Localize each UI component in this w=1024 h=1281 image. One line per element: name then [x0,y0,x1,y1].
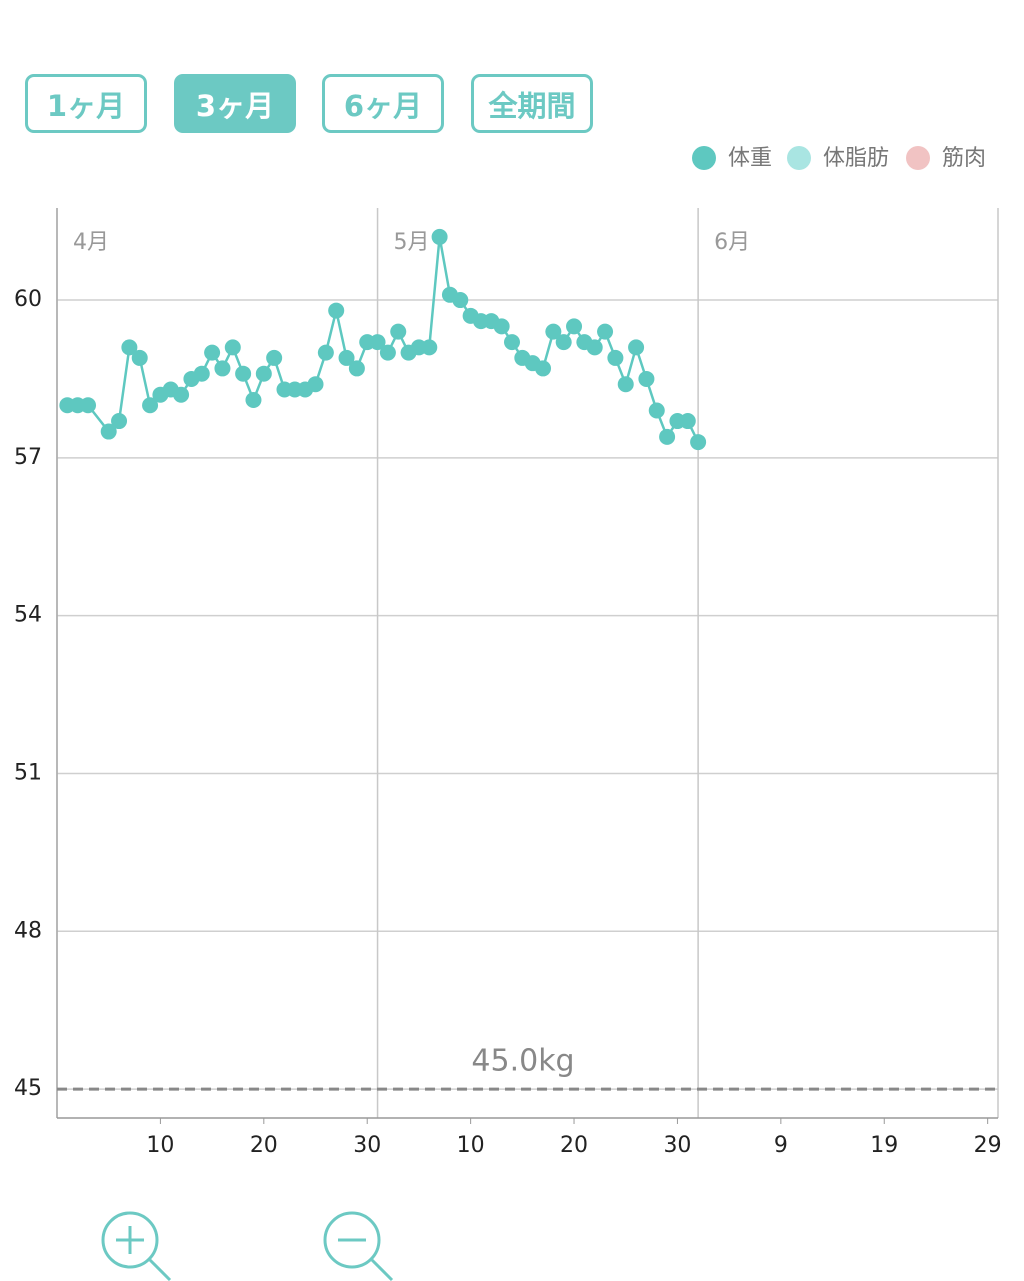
y-tick-label: 45 [14,1076,42,1101]
x-tick-label: 30 [353,1133,381,1158]
month-label: 5月 [394,230,430,255]
y-tick-label: 48 [14,918,42,943]
data-point [214,360,231,377]
x-tick-label: 19 [870,1133,898,1158]
data-point [266,349,283,366]
zoom-in[interactable] [101,1211,172,1281]
data-point [307,376,324,393]
data-point [555,334,572,351]
legend-swatch [906,146,930,170]
data-point [80,397,97,414]
zoom-out[interactable] [323,1211,394,1281]
zoom-out-lens[interactable] [323,1211,381,1269]
data-point [421,339,438,356]
zoom-in-lens[interactable] [101,1211,159,1269]
period-button[interactable]: 全期間 [471,74,593,133]
data-point [638,370,655,387]
data-point [173,386,190,403]
data-point [100,423,117,440]
data-point [535,360,552,377]
data-point [224,339,241,356]
data-point [659,428,676,445]
data-point [379,344,396,361]
data-point [204,344,221,361]
data-point [369,334,386,351]
period-button[interactable]: 6ヶ月 [322,74,444,133]
legend-label: 体重 [728,146,772,171]
data-point [390,323,407,340]
data-point [679,413,696,430]
data-point [493,318,510,335]
x-tick-label: 29 [974,1133,1002,1158]
x-tick-label: 20 [560,1133,588,1158]
data-point [690,434,707,451]
data-point [131,349,148,366]
data-point [111,413,128,430]
zoom-in-handle[interactable] [148,1258,172,1281]
data-point [648,402,665,419]
data-point [317,344,334,361]
x-tick-label: 30 [663,1133,691,1158]
data-point [431,228,448,245]
reference-label: 45.0kg [471,1044,574,1079]
data-point [607,349,624,366]
y-tick-label: 51 [14,760,42,785]
data-point [121,339,138,356]
x-tick-label: 10 [457,1133,485,1158]
data-point [617,376,634,393]
data-point [245,391,262,408]
legend-swatch [787,146,811,170]
x-tick-label: 10 [146,1133,174,1158]
y-tick-label: 54 [14,603,42,628]
data-point [142,397,159,414]
data-point [328,302,345,319]
legend-swatch [692,146,716,170]
data-point [566,318,583,335]
month-label: 6月 [714,230,750,255]
legend-label: 筋肉 [942,146,986,171]
period-button[interactable]: 1ヶ月 [25,74,147,133]
data-point [628,339,645,356]
month-label: 4月 [73,230,109,255]
data-point [586,339,603,356]
y-tick-label: 60 [14,287,42,312]
data-point [503,334,520,351]
data-point [545,323,562,340]
data-point [193,365,210,382]
data-point [338,349,355,366]
y-tick-label: 57 [14,445,42,470]
zoom-out-handle[interactable] [370,1258,394,1281]
period-button[interactable]: 3ヶ月 [174,74,296,133]
data-point [348,360,365,377]
data-point [235,365,252,382]
legend-label: 体脂肪 [823,146,889,171]
data-point [452,292,469,309]
data-point [255,365,272,382]
x-tick-label: 9 [774,1133,788,1158]
data-point [597,323,614,340]
x-tick-label: 20 [250,1133,278,1158]
